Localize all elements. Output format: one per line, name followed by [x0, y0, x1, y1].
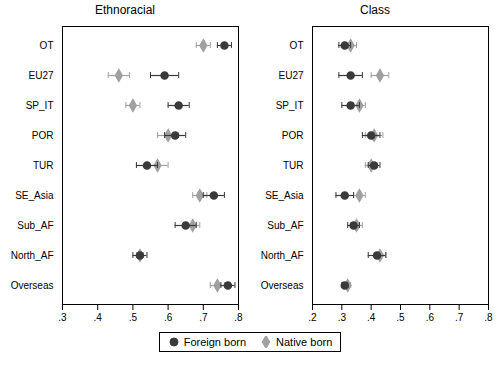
- svg-text:.3: .3: [58, 312, 67, 323]
- svg-text:North_AF: North_AF: [261, 250, 304, 261]
- html-text:Ethnoracial: Ethnoracial: [95, 3, 155, 17]
- svg-text:.2: .2: [308, 312, 317, 323]
- svg-text:North_AF: North_AF: [11, 250, 54, 261]
- svg-text:TUR: TUR: [283, 160, 304, 171]
- svg-text:OT: OT: [290, 40, 304, 51]
- svg-text:TUR: TUR: [33, 160, 54, 171]
- svg-text:SE_Asia: SE_Asia: [265, 190, 304, 201]
- svg-text:.5: .5: [396, 312, 405, 323]
- svg-text:SP_IT: SP_IT: [26, 100, 54, 111]
- svg-text:.8: .8: [484, 312, 493, 323]
- svg-text:EU27: EU27: [278, 70, 303, 81]
- svg-text:.6: .6: [426, 312, 435, 323]
- svg-text:.3: .3: [338, 312, 347, 323]
- html-text:Foreign born: Foreign born: [183, 336, 246, 348]
- svg-text:Overseas: Overseas: [261, 280, 304, 291]
- html-text:Class: Class: [360, 3, 390, 17]
- svg-text:POR: POR: [32, 130, 54, 141]
- svg-text:SP_IT: SP_IT: [276, 100, 304, 111]
- svg-text:EU27: EU27: [28, 70, 53, 81]
- svg-text:.7: .7: [455, 312, 464, 323]
- svg-text:POR: POR: [282, 130, 304, 141]
- svg-text:Sub_AF: Sub_AF: [267, 220, 303, 231]
- svg-text:.4: .4: [367, 312, 376, 323]
- svg-text:Overseas: Overseas: [11, 280, 54, 291]
- svg-text:SE_Asia: SE_Asia: [15, 190, 54, 201]
- svg-text:.7: .7: [199, 312, 208, 323]
- svg-text:.5: .5: [129, 312, 138, 323]
- svg-text:.4: .4: [94, 312, 103, 323]
- svg-text:OT: OT: [40, 40, 54, 51]
- html-text:Native born: Native born: [276, 336, 333, 348]
- svg-text:.6: .6: [164, 312, 173, 323]
- svg-text:Sub_AF: Sub_AF: [17, 220, 53, 231]
- svg-text:.8: .8: [234, 312, 243, 323]
